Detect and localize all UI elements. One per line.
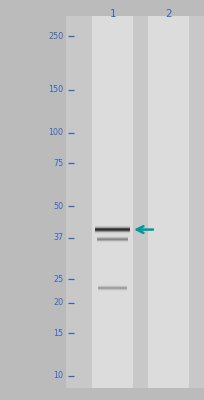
Text: 20: 20 bbox=[53, 298, 63, 307]
Text: 250: 250 bbox=[48, 32, 63, 40]
Text: 10: 10 bbox=[53, 372, 63, 380]
Text: 150: 150 bbox=[48, 86, 63, 94]
Text: 1: 1 bbox=[109, 9, 115, 19]
Text: 15: 15 bbox=[53, 329, 63, 338]
Text: 50: 50 bbox=[53, 202, 63, 210]
Text: 37: 37 bbox=[53, 233, 63, 242]
Text: 2: 2 bbox=[164, 9, 171, 19]
Bar bbox=[65, 16, 204, 388]
Text: 25: 25 bbox=[53, 275, 63, 284]
Bar bbox=[92, 16, 133, 388]
Text: 100: 100 bbox=[48, 128, 63, 137]
Text: 75: 75 bbox=[53, 159, 63, 168]
Bar bbox=[147, 16, 188, 388]
